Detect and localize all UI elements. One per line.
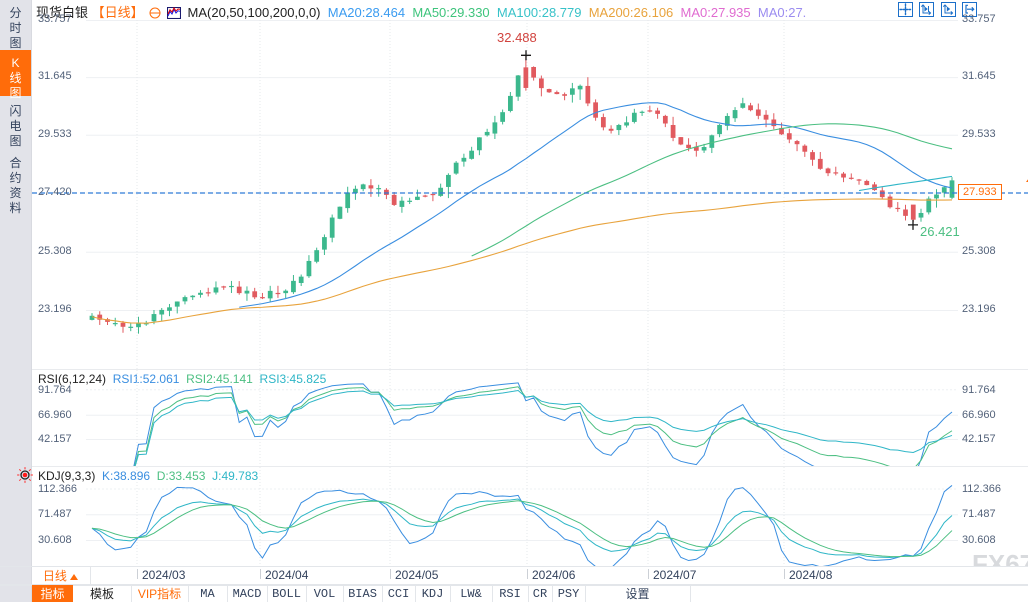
svg-text:26.421: 26.421: [920, 224, 960, 239]
svg-text:32.488: 32.488: [497, 30, 537, 45]
